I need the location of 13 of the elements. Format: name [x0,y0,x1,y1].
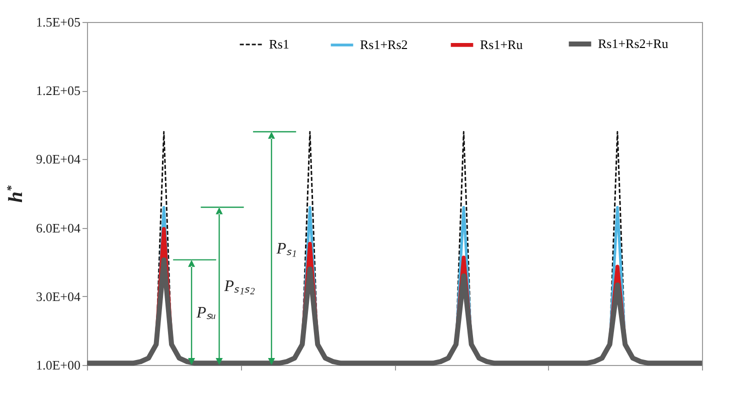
legend-label: Rs1+Rs2 [360,37,408,52]
annotation: Pₛ₁ [276,240,297,258]
annotation: Pₛ₁ₛ₂ [223,278,256,296]
legend-label: Rs1+Ru [480,36,524,52]
legend-label: Rs1+Rs2+Ru [598,36,669,51]
y-tick-label: 1.0E+00 [36,358,80,372]
y-tick-label: 1.2E+05 [36,83,80,98]
y-tick-label: 1.5E+05 [36,14,80,30]
annotation: Pₛᵤ [196,304,216,322]
y-tick-label: 6.0E+04 [36,220,81,236]
y-tick-label: 9.0E+04 [36,152,81,167]
y-tick-label: 3.0E+04 [36,288,81,304]
legend-label: Rs1 [269,36,290,52]
